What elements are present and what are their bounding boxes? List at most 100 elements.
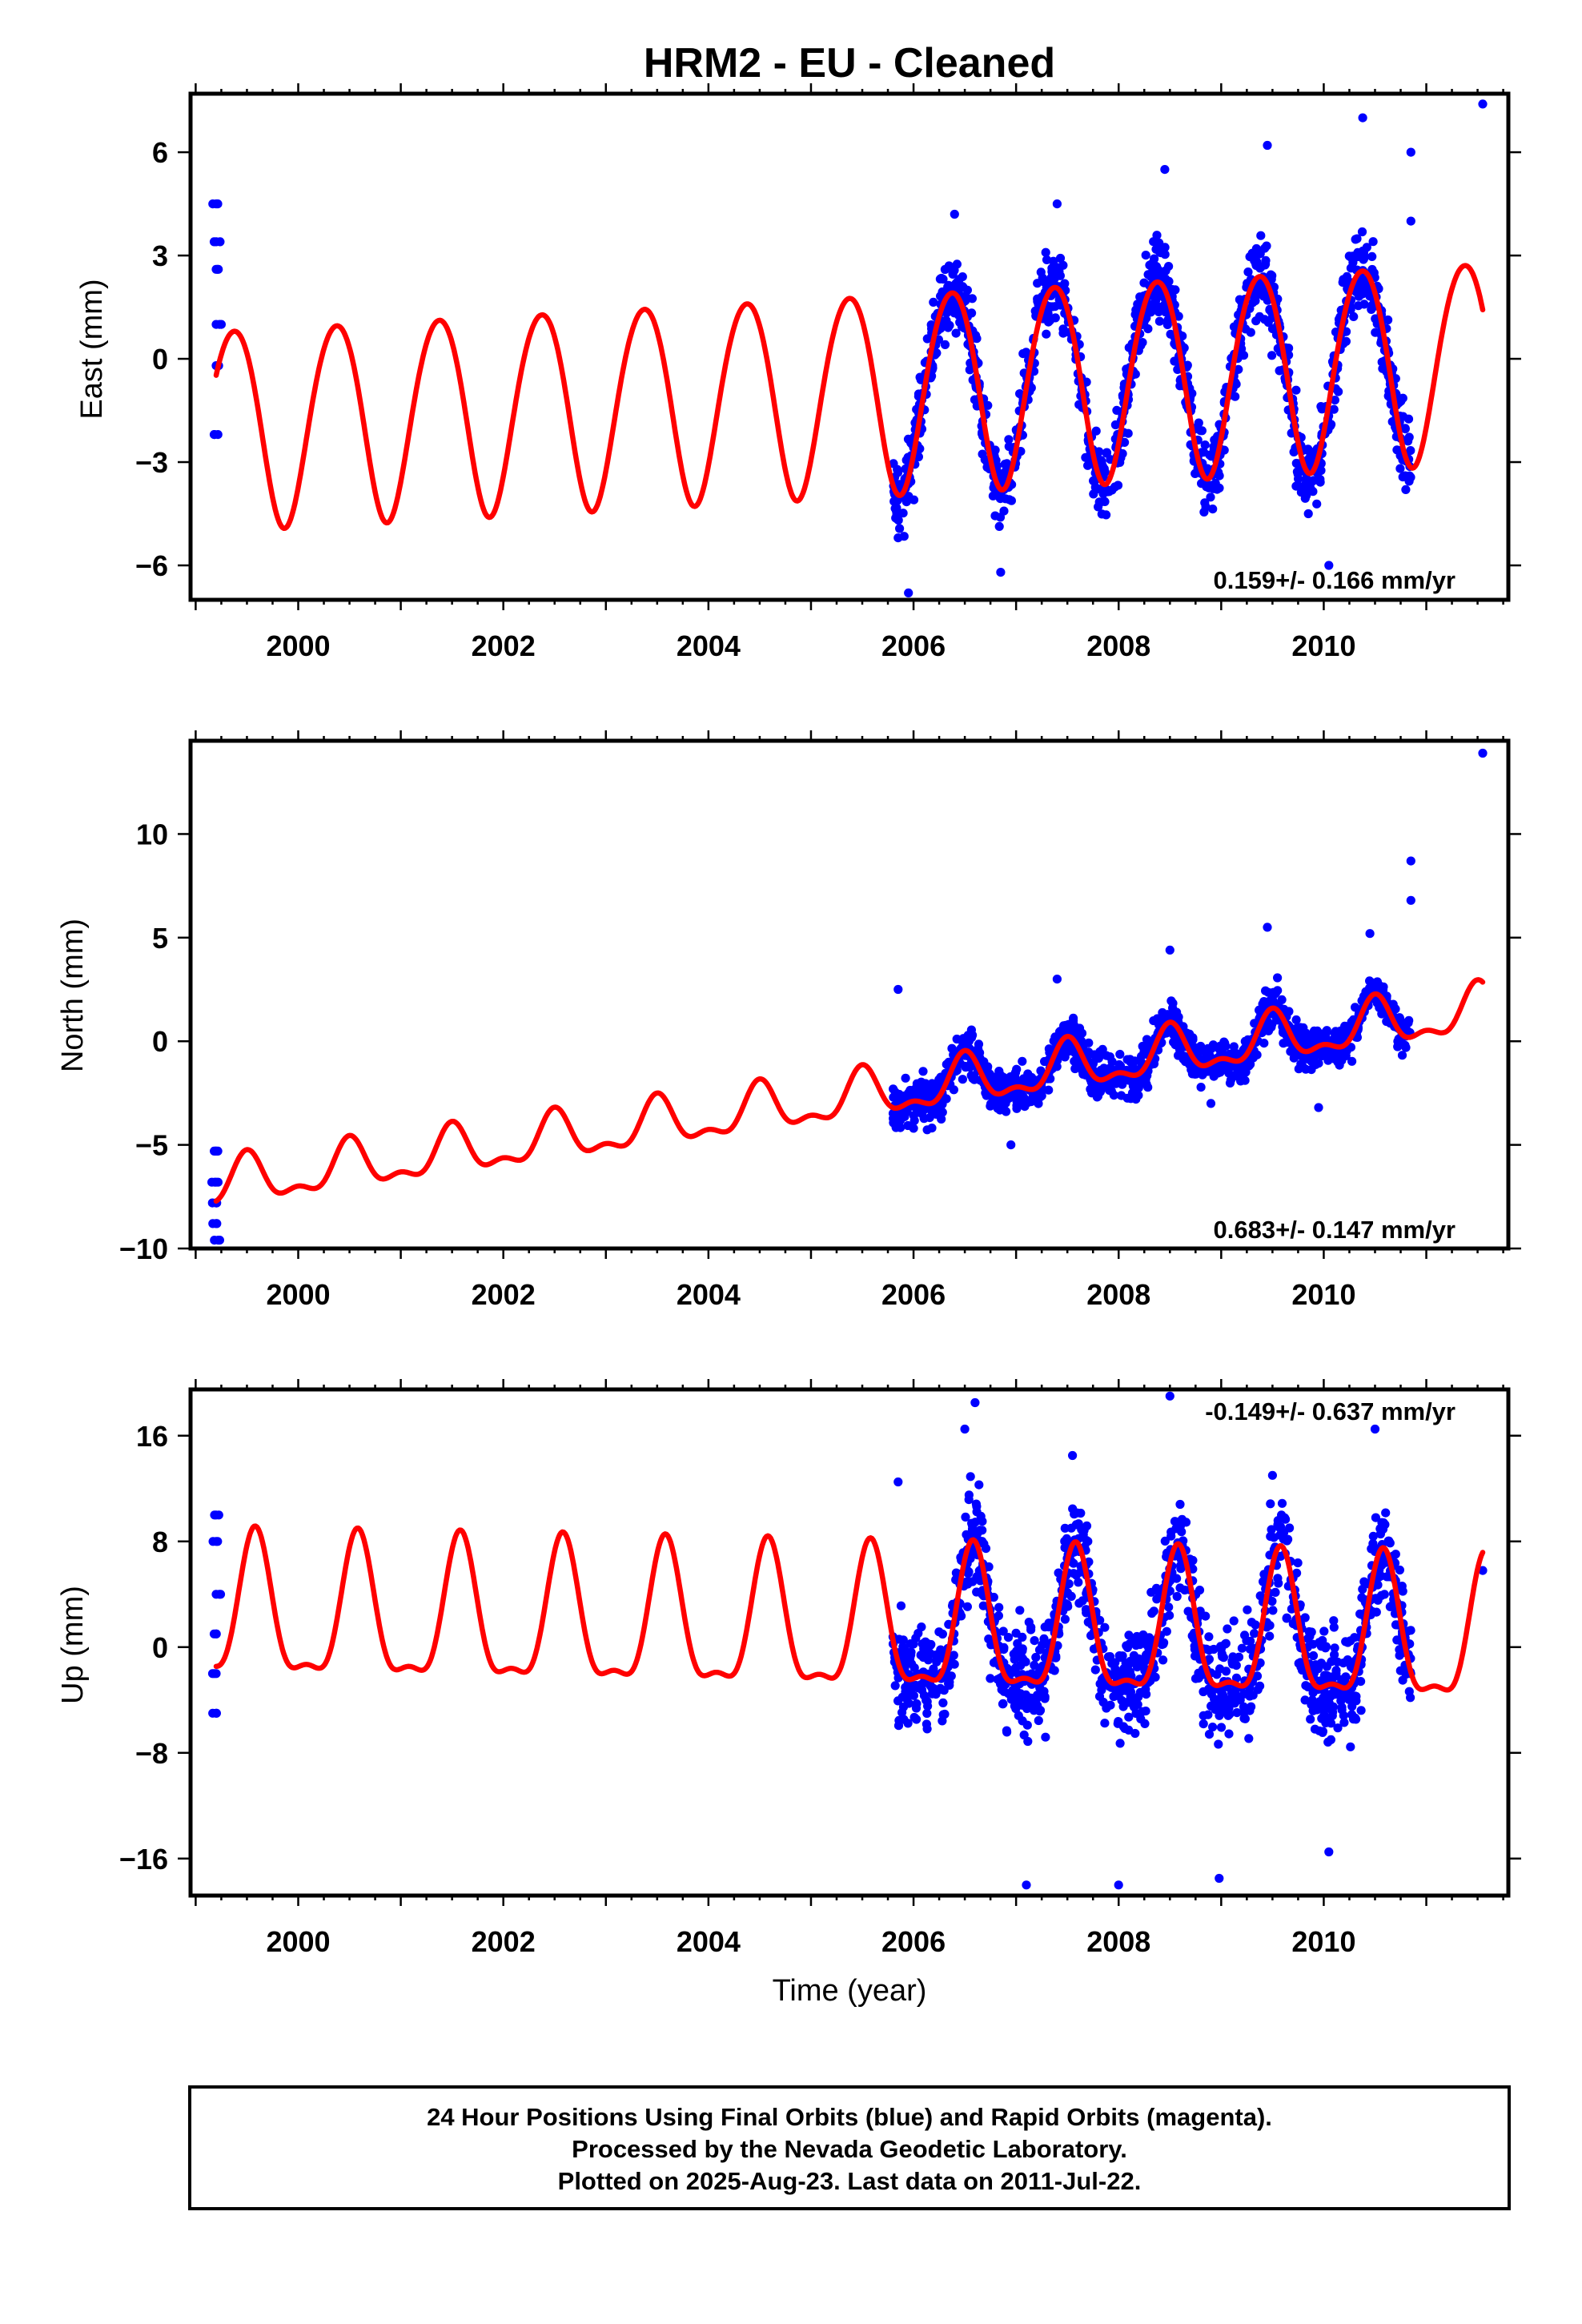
north-y-tick-label: −5 [135,1129,168,1162]
east-data-point [1329,404,1339,414]
north-data-point [1059,1021,1069,1031]
east-data-point [1303,509,1313,519]
east-data-point [893,464,902,474]
north-data-point [1166,996,1176,1006]
east-data-point [1330,396,1339,405]
up-data-point [1082,1536,1091,1546]
east-data-point [1398,393,1407,403]
up-data-point [970,1397,980,1408]
east-data-point [1339,275,1348,284]
north-data-point [211,1219,221,1228]
up-data-point [1141,1684,1150,1694]
east-data-point [1405,471,1415,480]
up-data-point [938,1698,948,1707]
east-data-point [892,506,901,517]
north-data-point [896,1123,905,1132]
up-data-point [1323,1737,1333,1747]
up-data-point [1380,1520,1390,1530]
up-data-point [1268,1606,1278,1615]
east-data-point [211,264,221,274]
north-data-point [211,1177,221,1187]
up-data-point [211,1629,221,1638]
east-data-point [1367,251,1377,261]
up-data-point [997,1685,1006,1695]
east-y-tick-label: 0 [152,343,168,376]
up-data-point [1395,1565,1404,1575]
east-data-point [1307,477,1316,488]
up-x-tick-label: 2010 [1291,1925,1355,1958]
east-data-point [1291,385,1301,395]
east-data-point [944,280,954,290]
up-data-point [1281,1514,1291,1524]
up-data-point [1204,1632,1214,1642]
up-x-tick-label: 2000 [266,1925,330,1958]
up-data-point [1242,1636,1251,1646]
up-data-point [1301,1681,1311,1691]
east-data-point [1324,561,1334,570]
east-data-point [1357,227,1367,237]
east-data-point [211,199,221,209]
up-data-point [1319,1626,1329,1636]
east-data-point [1215,483,1224,493]
east-y-tick-label: −6 [135,549,168,582]
east-data-point [1315,477,1325,487]
up-data-point [1111,1686,1121,1695]
up-data-point [893,1721,904,1731]
east-data-point [942,308,951,318]
east-y-tick-label: −3 [135,446,168,479]
east-y-axis: 6 3 0 −3 −6 [135,136,1521,582]
east-data-point [1478,99,1488,109]
east-data-point [1395,464,1405,473]
up-data-point [1140,1635,1150,1645]
east-data-point [893,516,903,525]
up-y-tick-label: −8 [135,1737,168,1770]
up-data-point [950,1659,959,1669]
east-data-point [1083,460,1093,470]
north-data-point [1268,987,1279,997]
north-data-point [1397,1051,1407,1060]
up-data-point [1237,1643,1247,1653]
up-data-point [1068,1450,1078,1461]
north-data-point [958,1075,967,1084]
footer-line-2: Processed by the Nevada Geodetic Laborat… [572,2135,1127,2163]
up-data-point [211,1510,221,1520]
north-x-tick-label: 2010 [1291,1278,1355,1311]
up-data-point [1062,1600,1072,1610]
north-data-point [1207,1043,1216,1054]
up-data-point [1282,1536,1292,1546]
east-data-point [1359,279,1369,290]
north-data-point [1240,1036,1250,1046]
up-data-point [1367,1544,1376,1554]
north-rate-annotation: 0.683+/- 0.147 mm/yr [1214,1216,1456,1244]
up-x-tick-label: 2008 [1086,1925,1150,1958]
east-data-point [961,292,971,301]
east-data-point [1042,329,1051,339]
north-data-point [1098,1044,1107,1054]
east-data-point [995,494,1006,504]
north-data-point [1340,1021,1350,1031]
up-data-point [1129,1651,1138,1660]
up-data-point [998,1699,1008,1709]
up-data-point [1012,1697,1022,1707]
up-data-point [1316,1642,1326,1651]
north-y-tick-label: 0 [152,1025,168,1058]
up-data-point [1248,1691,1258,1700]
up-data-point [1100,1719,1110,1728]
north-data-point [1091,1088,1101,1098]
up-data-point [926,1641,935,1651]
up-data-point [211,1537,221,1546]
east-data-point [1398,472,1407,482]
up-y-tick-label: 0 [152,1631,168,1664]
up-data-point [1244,1734,1254,1743]
up-data-point [1243,1605,1252,1614]
up-data-point [1324,1847,1334,1857]
up-data-point [909,1681,919,1691]
up-data-point [1072,1508,1082,1518]
east-x-tick-label: 2004 [677,629,741,662]
up-data-point [1115,1739,1125,1748]
north-data-point [1105,1052,1114,1062]
east-data-point [1045,316,1054,325]
up-data-point [1308,1688,1318,1698]
up-data-point [1121,1659,1130,1668]
